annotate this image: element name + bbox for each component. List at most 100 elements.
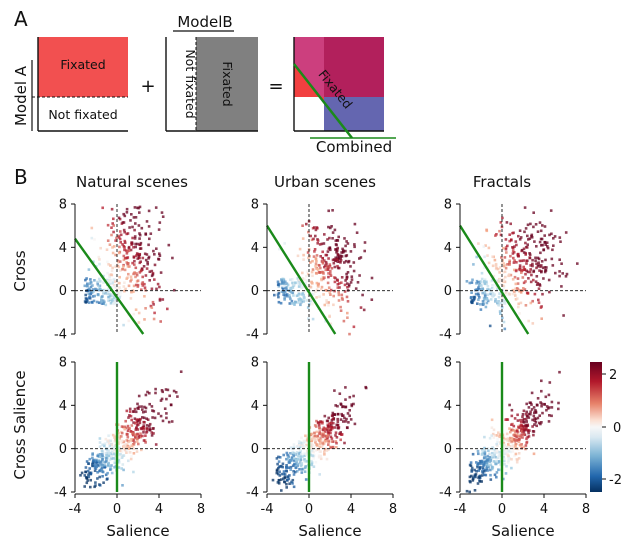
data-point [513,438,516,441]
data-point [319,454,323,458]
data-point [324,253,328,257]
data-point [91,295,95,298]
data-point [509,254,512,258]
data-point [518,229,522,232]
data-point [319,437,322,440]
model-b-not-fixated-label: Not fixated [183,49,198,118]
data-point [135,272,138,275]
data-point [540,270,543,274]
data-point [484,455,488,459]
data-point [489,292,492,296]
data-point [320,277,323,281]
data-point [546,245,549,248]
data-point [136,242,139,246]
data-point [477,298,480,301]
data-point [358,257,361,260]
data-point [134,245,137,249]
data-point [293,462,296,466]
data-point [486,464,490,467]
data-point [348,283,351,286]
data-point [475,461,478,464]
data-point [511,249,515,252]
data-point [479,303,482,306]
data-point [343,416,346,420]
data-point [110,454,113,458]
data-point [352,402,355,406]
data-point [499,442,502,445]
combined-boundary-line [293,63,353,139]
data-point [333,413,336,416]
data-point [548,233,551,237]
y-tick-label: 0 [251,442,259,457]
data-point [490,434,493,437]
data-point [508,427,511,430]
data-point [147,243,150,247]
data-point [540,379,543,383]
data-point [480,277,484,281]
data-point [117,216,121,220]
data-point [98,453,102,456]
data-point [120,431,124,435]
data-point [513,268,516,272]
data-point [86,282,89,286]
data-point [520,248,524,252]
data-point [111,281,115,284]
data-point [531,430,535,433]
data-point [503,256,507,259]
data-point [129,219,132,222]
data-point [299,298,302,301]
data-point [291,453,295,456]
data-point [490,426,494,429]
data-point [349,281,353,284]
data-point [302,439,305,443]
data-point [330,267,334,270]
data-point [482,467,485,471]
row-label-cross-salience: Cross Salience [11,370,29,479]
data-point [322,242,326,245]
x-tick-label: 0 [498,502,506,517]
data-point [538,414,541,417]
data-point [509,450,512,454]
data-point [353,222,357,226]
data-point [143,405,146,409]
data-point [144,233,148,236]
data-point [504,266,508,270]
data-point [307,284,310,287]
data-point [522,418,526,421]
data-point [533,423,536,426]
data-point [313,250,316,253]
data-point [510,414,514,418]
data-point [502,457,506,461]
data-point [483,297,486,300]
data-point [277,460,281,463]
data-point [303,454,306,457]
data-point [305,275,308,278]
data-point [478,296,481,299]
data-point [100,468,103,472]
data-point [326,433,330,437]
data-point [91,456,94,460]
data-point [330,225,333,228]
data-point [534,409,537,412]
data-point [295,470,299,473]
data-point [134,266,138,270]
data-point [503,452,507,455]
data-point [291,464,295,467]
data-point [297,281,300,285]
data-point [140,226,144,230]
data-point [519,444,522,448]
data-point [335,249,339,253]
data-point [535,262,538,265]
data-point [316,242,319,245]
data-point [97,459,101,462]
data-point [504,472,508,475]
data-point [327,416,330,420]
data-point [476,292,480,296]
data-point [324,288,327,292]
data-point [475,282,478,285]
data-point [326,428,329,432]
data-point [109,465,112,469]
data-point [492,428,496,432]
data-point [502,455,505,459]
